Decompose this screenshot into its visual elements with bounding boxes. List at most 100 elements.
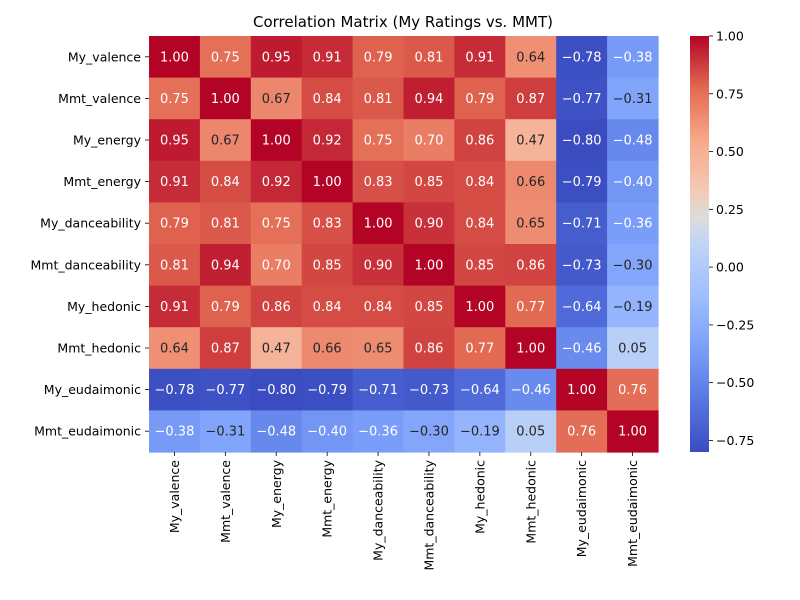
cell-value-label: −0.77 bbox=[205, 383, 245, 398]
cell-value-label: 0.05 bbox=[516, 425, 545, 440]
cell-value-label: 0.84 bbox=[211, 175, 240, 190]
cell-value-label: −0.73 bbox=[562, 258, 602, 273]
cell-value-label: 0.84 bbox=[465, 217, 494, 232]
y-tick-label: My_eudaimonic bbox=[44, 382, 141, 397]
y-tick-label: My_danceability bbox=[40, 216, 141, 231]
cell-value-label: 0.85 bbox=[414, 300, 443, 315]
heatmap-cell bbox=[199, 327, 252, 370]
x-tick-label: Mmt_eudaimonic bbox=[625, 460, 640, 567]
cell-value-label: 0.90 bbox=[364, 258, 393, 273]
x-tick-label: My_eudaimonic bbox=[574, 460, 589, 557]
cell-value-label: 0.79 bbox=[211, 300, 240, 315]
cell-value-label: 1.00 bbox=[618, 425, 647, 440]
heatmap-cell bbox=[352, 285, 405, 328]
y-tick-label: My_valence bbox=[68, 49, 141, 64]
heatmap-cell bbox=[556, 327, 608, 370]
cell-value-label: −0.40 bbox=[613, 175, 653, 190]
heatmap-cell bbox=[352, 410, 405, 453]
cell-value-label: 1.00 bbox=[414, 258, 443, 273]
heatmap-cell bbox=[607, 244, 659, 287]
heatmap-cell bbox=[149, 327, 201, 370]
y-tick-label: Mmt_hedonic bbox=[57, 341, 141, 356]
heatmap-cell bbox=[454, 285, 506, 328]
colorbar-tick-label: −0.75 bbox=[716, 433, 754, 448]
cell-value-label: 1.00 bbox=[211, 92, 240, 107]
heatmap-cell bbox=[607, 285, 659, 328]
cell-value-label: 0.84 bbox=[465, 175, 494, 190]
heatmap-cell bbox=[403, 285, 455, 328]
colorbar-tick-label: 1.00 bbox=[716, 29, 744, 44]
x-tick-label: Mmt_energy bbox=[320, 459, 335, 537]
heatmap-cell bbox=[556, 202, 608, 245]
cell-value-label: 0.91 bbox=[465, 50, 494, 65]
y-tick-label: Mmt_eudaimonic bbox=[34, 424, 141, 439]
y-tick-labels: My_valence Mmt_valence My_energy Mmt_energy… bbox=[30, 49, 149, 439]
x-tick-label: Mmt_valence bbox=[218, 460, 233, 543]
cell-value-label: −0.30 bbox=[613, 258, 653, 273]
heatmap-cell bbox=[250, 77, 303, 120]
cell-value-label: −0.71 bbox=[358, 383, 398, 398]
heatmap-cell bbox=[250, 119, 303, 162]
cell-value-label: 0.91 bbox=[313, 50, 342, 65]
cell-value-label: 0.86 bbox=[414, 342, 443, 357]
cell-value-label: 0.64 bbox=[516, 50, 545, 65]
cell-value-label: 0.70 bbox=[414, 134, 443, 149]
heatmap-cell bbox=[250, 160, 303, 203]
colorbar-tick-label: 0.00 bbox=[716, 260, 744, 275]
heatmap-cell bbox=[352, 368, 405, 411]
cell-value-label: 0.64 bbox=[160, 342, 189, 357]
cell-value-label: 0.92 bbox=[262, 175, 291, 190]
cell-value-label: 0.77 bbox=[516, 300, 545, 315]
cell-value-label: 0.95 bbox=[262, 50, 291, 65]
heatmap-cell bbox=[352, 202, 405, 245]
cell-value-label: 0.79 bbox=[160, 217, 189, 232]
heatmap-cell bbox=[301, 202, 354, 245]
cell-value-label: 0.75 bbox=[364, 134, 393, 149]
cell-value-label: 0.86 bbox=[465, 134, 494, 149]
heatmap-cell bbox=[454, 119, 506, 162]
cell-value-label: 0.05 bbox=[618, 342, 647, 357]
heatmap-cell bbox=[505, 77, 557, 120]
heatmap-cell bbox=[403, 410, 455, 453]
x-tick-label: Mmt_hedonic bbox=[523, 460, 538, 544]
heatmap-cell bbox=[149, 77, 201, 120]
x-tick-labels: My_valence Mmt_valence My_energy Mmt_energy… bbox=[167, 452, 640, 571]
heatmap-cell bbox=[454, 202, 506, 245]
cell-value-label: 0.91 bbox=[160, 175, 189, 190]
heatmap-cell bbox=[607, 410, 659, 453]
heatmap-cell bbox=[352, 244, 405, 287]
y-tick-label: Mmt_valence bbox=[58, 91, 141, 106]
heatmap-cell bbox=[607, 119, 659, 162]
heatmap-cell bbox=[556, 285, 608, 328]
heatmap-cell bbox=[505, 160, 557, 203]
heatmap-cell bbox=[250, 327, 303, 370]
heatmap-cell bbox=[454, 160, 506, 203]
heatmap-cell bbox=[556, 368, 608, 411]
heatmap-cell bbox=[403, 244, 455, 287]
heatmap-cell bbox=[199, 36, 252, 79]
cell-value-label: 1.00 bbox=[567, 383, 596, 398]
cell-value-label: 0.83 bbox=[313, 217, 342, 232]
colorbar-tick-label: 0.25 bbox=[716, 202, 744, 217]
cell-value-label: −0.48 bbox=[613, 134, 653, 149]
x-tick-label: My_energy bbox=[269, 459, 284, 528]
y-tick-label: My_hedonic bbox=[67, 299, 141, 314]
cell-value-label: −0.36 bbox=[613, 217, 653, 232]
cell-value-label: 0.84 bbox=[364, 300, 393, 315]
cell-value-label: 0.67 bbox=[262, 92, 291, 107]
cell-value-label: 0.77 bbox=[465, 342, 494, 357]
y-tick-label: Mmt_danceability bbox=[30, 257, 141, 272]
cell-value-label: 0.67 bbox=[211, 134, 240, 149]
cell-value-label: 0.84 bbox=[313, 300, 342, 315]
heatmap-cell bbox=[505, 244, 557, 287]
heatmap-cell bbox=[352, 119, 405, 162]
cell-value-label: 1.00 bbox=[262, 134, 291, 149]
heatmap-cell bbox=[301, 119, 354, 162]
cell-value-label: 0.76 bbox=[618, 383, 647, 398]
cell-value-label: 0.94 bbox=[211, 258, 240, 273]
heatmap-cell bbox=[607, 327, 659, 370]
heatmap-cell bbox=[454, 77, 506, 120]
heatmap-cell bbox=[199, 285, 252, 328]
